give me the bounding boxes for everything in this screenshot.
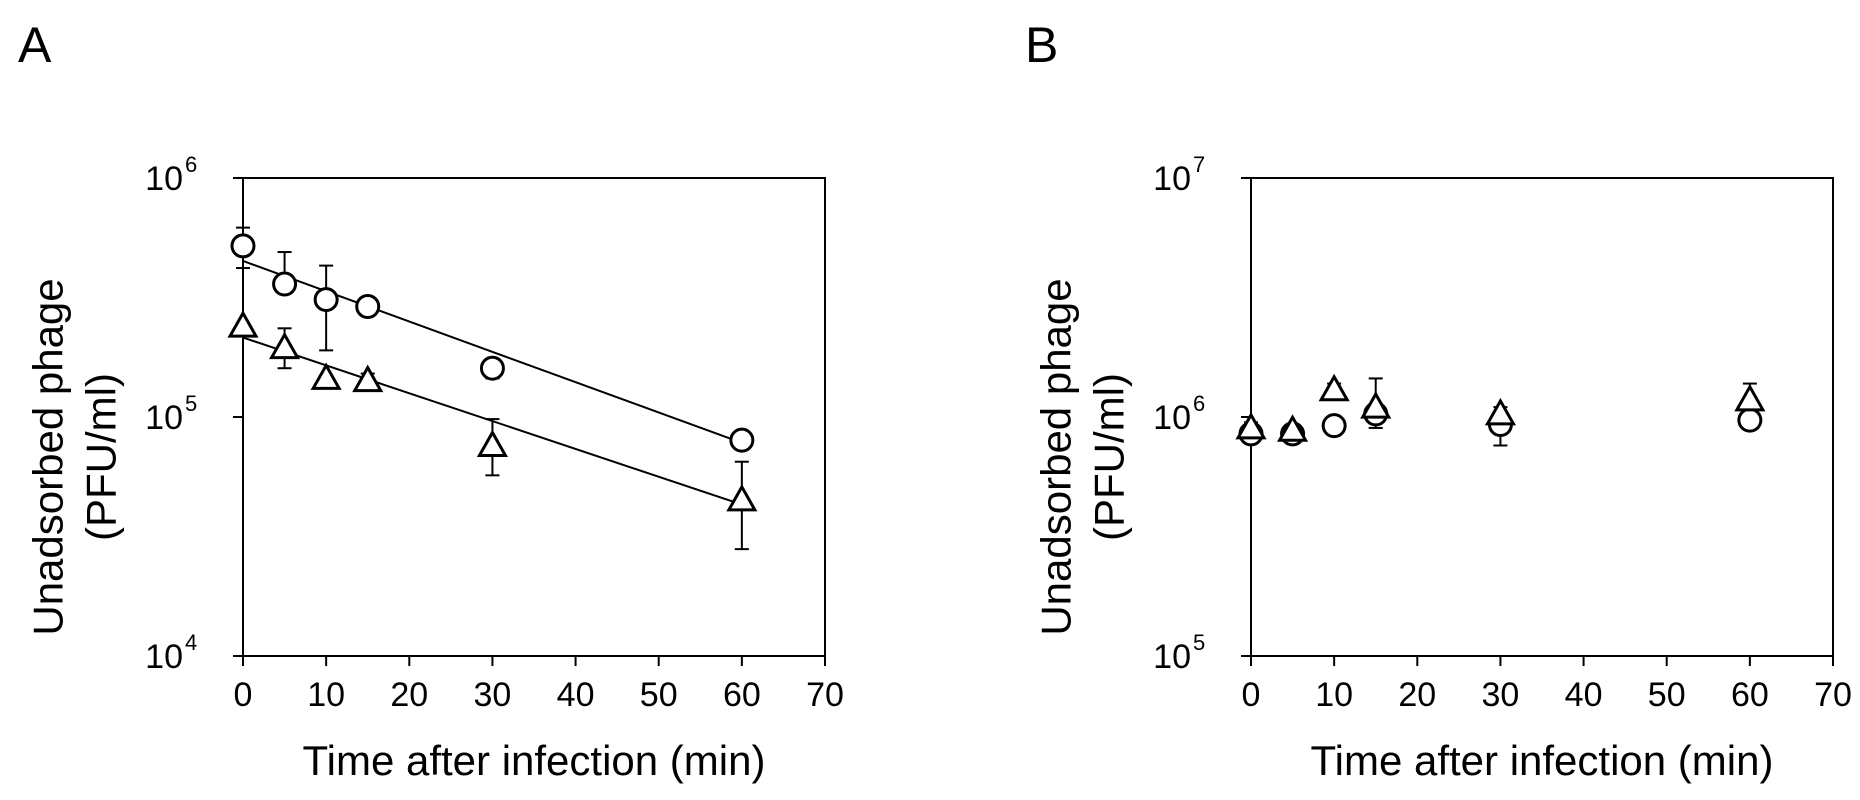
panel-label: A xyxy=(18,17,52,73)
data-point-triangle xyxy=(476,429,508,457)
data-point-circle xyxy=(729,427,755,453)
x-tick-label: 50 xyxy=(1648,676,1686,714)
y-tick-label: 10 xyxy=(1153,399,1191,437)
data-point-triangle xyxy=(1484,397,1516,426)
x-tick-label: 60 xyxy=(1731,676,1769,714)
data-point-triangle xyxy=(1360,391,1392,419)
data-point-triangle xyxy=(1318,373,1350,402)
y-tick-label: 10 xyxy=(145,638,183,676)
x-tick-label: 30 xyxy=(1482,676,1520,714)
data-point-circle xyxy=(355,293,381,319)
y-axis-title-unit: (PFU/ml) xyxy=(1086,373,1133,541)
y-tick-label: 10 xyxy=(145,160,183,198)
y-tick-label: 10 xyxy=(1153,638,1191,676)
data-point-triangle xyxy=(352,364,384,393)
x-tick-label: 70 xyxy=(1814,676,1852,714)
data-point-triangle xyxy=(227,310,259,338)
y-axis-title: Unadsorbed phage xyxy=(25,278,72,635)
data-point-circle xyxy=(1321,413,1347,439)
data-point-circle xyxy=(479,355,505,381)
x-tick-label: 10 xyxy=(307,676,345,714)
y-tick-exponent: 4 xyxy=(185,630,197,655)
fit-line xyxy=(242,259,743,444)
data-point-triangle xyxy=(269,331,301,360)
y-axis-title: Unadsorbed phage xyxy=(1033,278,1080,635)
y-tick-exponent: 5 xyxy=(185,391,197,416)
x-tick-label: 20 xyxy=(390,676,428,714)
data-point-circle xyxy=(1737,407,1763,433)
series-circle xyxy=(230,226,755,453)
x-tick-label: 60 xyxy=(723,676,761,714)
x-tick-label: 50 xyxy=(640,676,678,714)
panel-label: B xyxy=(1025,17,1058,73)
y-axis-title-unit: (PFU/ml) xyxy=(78,373,125,541)
y-tick-exponent: 7 xyxy=(1193,152,1205,177)
y-tick-exponent: 6 xyxy=(185,152,197,177)
x-tick-label: 10 xyxy=(1315,676,1353,714)
data-point-triangle xyxy=(1277,414,1309,442)
x-tick-label: 0 xyxy=(234,676,253,714)
y-tick-label: 10 xyxy=(145,399,183,437)
x-tick-label: 30 xyxy=(474,676,512,714)
data-point-triangle xyxy=(310,362,342,390)
data-point-triangle xyxy=(1734,383,1766,412)
data-point-triangle xyxy=(726,483,758,512)
x-tick-label: 70 xyxy=(806,676,844,714)
series-triangle xyxy=(227,310,758,551)
y-tick-exponent: 5 xyxy=(1193,630,1205,655)
x-tick-label: 20 xyxy=(1398,676,1436,714)
x-tick-label: 40 xyxy=(557,676,595,714)
plot-frame xyxy=(242,177,826,657)
series-triangle xyxy=(1235,373,1766,442)
x-tick-label: 40 xyxy=(1565,676,1603,714)
y-tick-label: 10 xyxy=(1153,160,1191,198)
y-tick-exponent: 6 xyxy=(1193,391,1205,416)
data-point-circle xyxy=(230,233,256,259)
x-tick-label: 0 xyxy=(1242,676,1261,714)
data-point-triangle xyxy=(1235,411,1267,440)
x-axis-title: Time after infection (min) xyxy=(1311,737,1774,784)
x-axis-title: Time after infection (min) xyxy=(303,737,766,784)
data-point-circle xyxy=(313,287,339,313)
data-point-circle xyxy=(272,271,298,297)
